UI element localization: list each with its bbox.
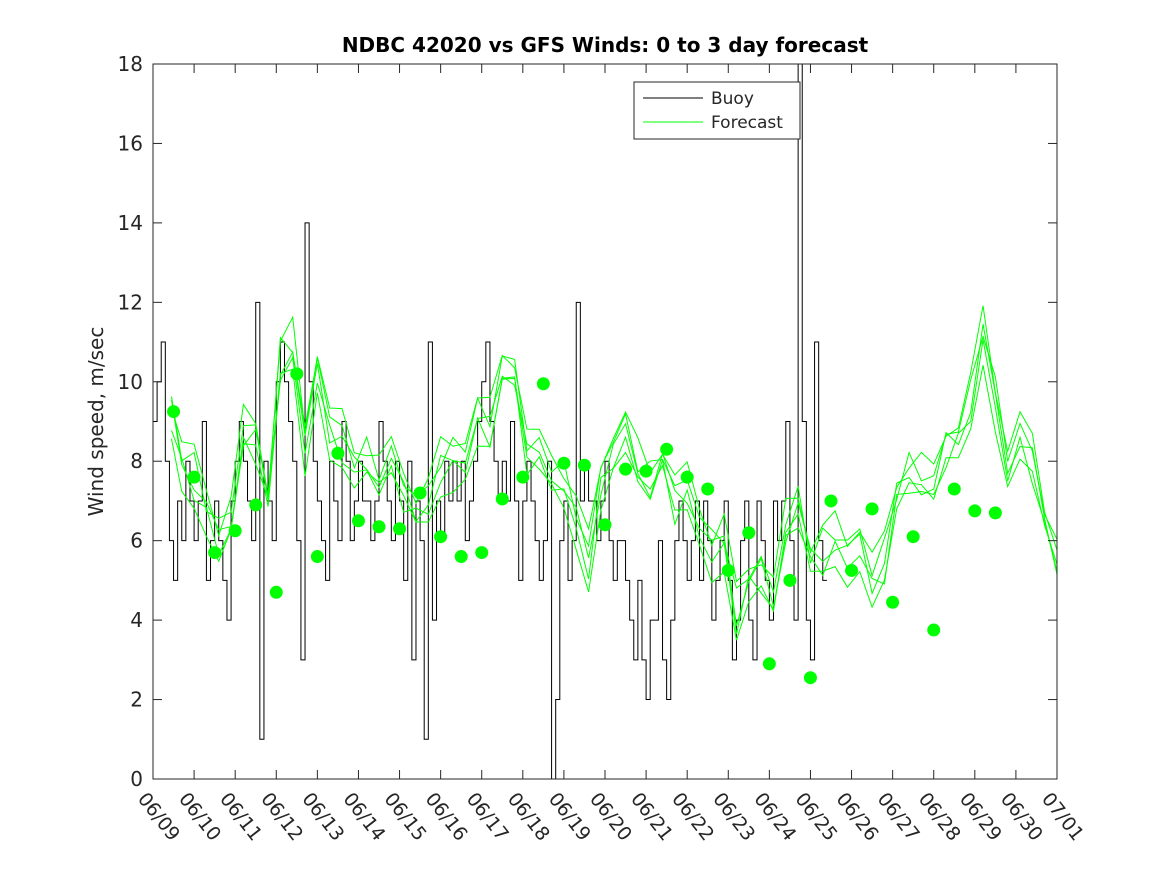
analysis-point [968, 504, 982, 518]
analysis-point [680, 470, 694, 484]
x-tick-label: 06/20 [585, 789, 636, 846]
x-tick-label: 06/26 [832, 789, 883, 846]
x-tick-label: 06/09 [133, 789, 184, 846]
analysis-point [454, 550, 468, 564]
x-tick-label: 06/23 [708, 789, 759, 846]
y-tick-label: 18 [118, 52, 143, 76]
analysis-point [619, 462, 633, 476]
analysis-point [577, 458, 591, 472]
analysis-point [865, 502, 879, 516]
y-tick-label: 8 [130, 449, 143, 473]
x-tick-label: 06/16 [421, 789, 472, 846]
x-tick-label: 06/22 [667, 789, 718, 846]
legend-buoy-label: Buoy [711, 89, 754, 109]
analysis-point [660, 442, 674, 456]
analysis-point [557, 456, 571, 470]
y-tick-label: 2 [130, 688, 143, 712]
x-tick-label: 06/25 [791, 789, 842, 846]
x-tick-label: 06/21 [626, 789, 677, 846]
y-tick-label: 0 [130, 767, 143, 791]
analysis-point [927, 623, 941, 637]
x-tick-label: 06/13 [297, 789, 348, 846]
analysis-point [495, 492, 509, 506]
x-tick-label: 06/27 [873, 789, 924, 846]
y-axis-ticks: 0 2 4 6 8 10 12 14 16 18 [118, 52, 1057, 791]
plot-area [152, 63, 1058, 780]
y-tick-label: 6 [130, 529, 143, 553]
analysis-point [269, 585, 283, 599]
analysis-point [536, 377, 550, 391]
y-tick-label: 16 [118, 131, 143, 155]
analysis-point [167, 405, 181, 419]
forecast-series-line-0 [170, 324, 1058, 626]
analysis-point [845, 563, 859, 577]
analysis-point [228, 524, 242, 538]
x-tick-label: 06/14 [339, 789, 390, 846]
analysis-point [598, 518, 612, 532]
analysis-point [824, 494, 838, 508]
chart-title: NDBC 42020 vs GFS Winds: 0 to 3 day fore… [342, 33, 869, 57]
x-tick-label: 06/15 [380, 789, 431, 846]
analysis-point [742, 526, 756, 540]
x-tick-label: 06/30 [996, 789, 1047, 846]
analysis-point [639, 464, 653, 478]
legend-forecast-label: Forecast [711, 113, 783, 133]
analysis-point [372, 520, 386, 534]
x-tick-label: 06/12 [256, 789, 307, 846]
analysis-point [762, 657, 776, 671]
x-tick-label: 06/28 [914, 789, 965, 846]
analysis-point [721, 563, 735, 577]
legend-box [633, 81, 801, 140]
legend: Buoy Forecast [633, 81, 801, 140]
analysis-point [701, 482, 715, 496]
x-tick-label: 06/24 [749, 789, 800, 846]
analysis-point [331, 446, 345, 460]
x-tick-label: 07/01 [1037, 789, 1088, 846]
analysis-point [290, 367, 304, 381]
y-tick-label: 10 [118, 370, 143, 394]
x-tick-label: 06/10 [174, 789, 225, 846]
analysis-point [783, 573, 797, 587]
x-tick-label: 06/19 [544, 789, 595, 846]
buoy-series-line [153, 63, 827, 780]
forecast-series-line-3 [171, 305, 1058, 583]
y-tick-label: 12 [118, 290, 143, 314]
analysis-point [310, 550, 324, 564]
analysis-point [434, 530, 448, 544]
analysis-point [393, 522, 407, 536]
analysis-point [413, 486, 427, 500]
forecast-series-line-4 [171, 365, 1058, 641]
analysis-point [988, 506, 1002, 520]
analysis-point [208, 546, 222, 560]
analysis-point [475, 546, 489, 560]
y-axis-label: Wind speed, m/sec [84, 327, 108, 517]
analysis-point [516, 470, 530, 484]
analysis-point [187, 470, 201, 484]
analysis-point [351, 514, 365, 528]
x-tick-label: 06/17 [462, 789, 513, 846]
y-tick-label: 14 [118, 211, 143, 235]
forecast-series-line-1 [170, 334, 1058, 594]
analysis-point [803, 671, 817, 685]
x-tick-label: 06/11 [215, 789, 266, 846]
x-tick-label: 06/29 [955, 789, 1006, 846]
analysis-point [906, 530, 920, 544]
analysis-point [886, 595, 900, 609]
x-tick-label: 06/18 [503, 789, 554, 846]
analysis-point [249, 498, 263, 512]
y-tick-label: 4 [130, 608, 143, 632]
forecast-series-line-2 [171, 339, 1058, 635]
analysis-point [947, 482, 961, 496]
